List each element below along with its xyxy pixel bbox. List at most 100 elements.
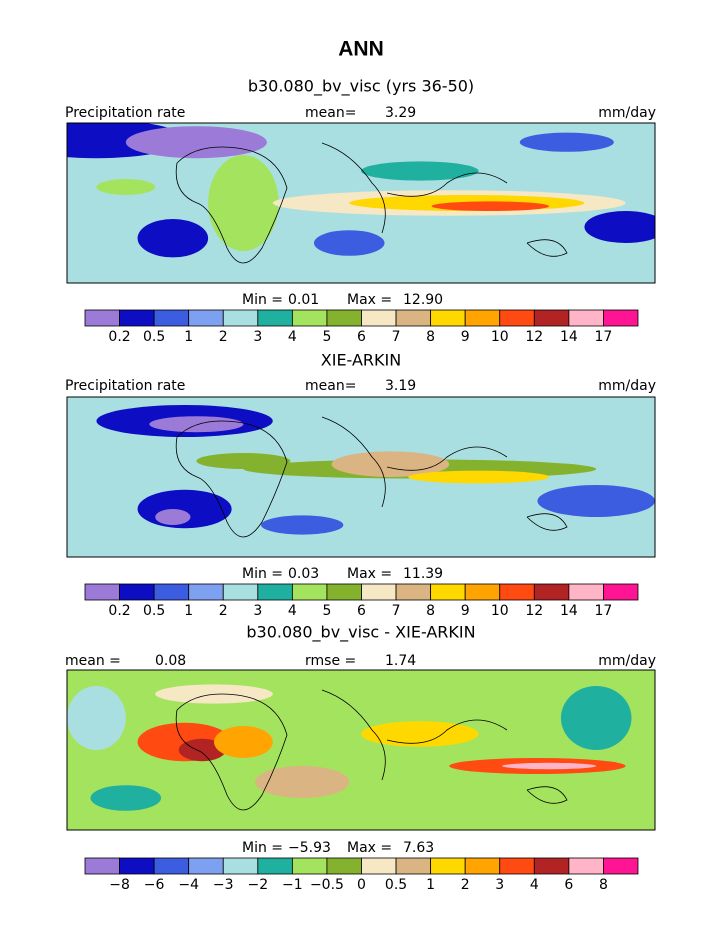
colorbar-box <box>119 583 155 601</box>
colorbar-label: −8 <box>109 877 130 893</box>
colorbar-label: 14 <box>560 329 578 345</box>
contour-region <box>519 132 614 152</box>
colorbar-box <box>222 583 259 601</box>
contour-region <box>560 686 632 750</box>
left-label: Precipitation rate <box>65 378 185 394</box>
colorbar-box <box>222 857 259 875</box>
colorbar-label: 17 <box>595 329 613 345</box>
panel-title: XIE-ARKIN <box>321 351 401 370</box>
colorbar-label: 4 <box>288 603 297 619</box>
colorbar-label: 0.5 <box>143 603 165 619</box>
colorbar-label: 5 <box>322 329 331 345</box>
colorbar-box <box>84 583 120 601</box>
colorbar-label: −6 <box>144 877 165 893</box>
contour-region <box>261 515 344 535</box>
colorbar-box <box>499 583 535 601</box>
colorbar-box <box>464 857 501 875</box>
map-field <box>67 670 655 830</box>
colorbar-box <box>257 583 293 601</box>
colorbar-box <box>326 857 362 875</box>
colorbar-box <box>361 583 397 601</box>
colorbar-label: 6 <box>357 603 366 619</box>
colorbar-box <box>257 857 293 875</box>
colorbar-label: 7 <box>392 329 401 345</box>
min-label: Min = <box>242 566 283 582</box>
colorbar-box <box>326 309 362 327</box>
max-value: 12.90 <box>403 292 443 308</box>
map-frame <box>66 122 656 284</box>
colorbar-box <box>395 309 432 327</box>
colorbar-box <box>119 309 155 327</box>
contour-region <box>584 211 655 243</box>
center-value: 3.29 <box>385 105 416 121</box>
colorbar-box <box>395 857 432 875</box>
colorbar-label: 2 <box>219 603 228 619</box>
min-value: 0.03 <box>288 566 319 582</box>
right-label: mm/day <box>598 653 656 669</box>
colorbar-box <box>499 309 535 327</box>
colorbar-label: 1 <box>184 329 193 345</box>
panel-title: b30.080_bv_visc - XIE-ARKIN <box>246 623 475 643</box>
colorbar-label: 3 <box>253 329 262 345</box>
contour-region <box>125 126 267 159</box>
colorbar-label: 14 <box>560 603 578 619</box>
colorbar-label: 7 <box>392 603 401 619</box>
left-value: 0.08 <box>155 653 186 669</box>
colorbar-box <box>568 583 604 601</box>
contour-region <box>214 726 273 758</box>
colorbar-box <box>361 309 397 327</box>
colorbar-box <box>361 857 397 875</box>
left-label: Precipitation rate <box>65 105 185 121</box>
colorbar-label: 12 <box>525 329 543 345</box>
contour-region <box>537 485 655 517</box>
contour-region <box>431 201 550 211</box>
colorbar-label: 0.5 <box>143 329 165 345</box>
colorbar-label: 1 <box>184 603 193 619</box>
contour-region <box>313 230 385 256</box>
min-value: 0.01 <box>288 292 319 308</box>
colorbar-box <box>533 309 570 327</box>
center-value: 3.19 <box>385 378 416 394</box>
center-label: mean= <box>305 378 356 394</box>
map-field <box>67 123 655 283</box>
max-label: Max = <box>347 840 392 856</box>
contour-region <box>208 155 279 251</box>
center-value: 1.74 <box>385 653 416 669</box>
contour-region <box>90 785 162 811</box>
min-value: −5.93 <box>288 840 331 856</box>
max-value: 11.39 <box>403 566 443 582</box>
colorbar-label: 0.2 <box>108 329 130 345</box>
contour-region <box>178 738 226 762</box>
map-field <box>67 397 655 557</box>
contour-region <box>137 219 209 258</box>
colorbar-label: 5 <box>322 603 331 619</box>
colorbar-label: 17 <box>595 603 613 619</box>
max-label: Max = <box>347 292 392 308</box>
contour-region <box>96 179 156 195</box>
contour-region <box>408 470 550 484</box>
colorbar-box <box>430 583 466 601</box>
panel-title: b30.080_bv_visc (yrs 36-50) <box>248 77 474 97</box>
colorbar-label: 9 <box>461 603 470 619</box>
colorbar-box <box>430 309 466 327</box>
colorbar-label: 4 <box>288 329 297 345</box>
colorbar-box <box>568 857 604 875</box>
colorbar-label: −4 <box>178 877 199 893</box>
colorbar-label: 8 <box>426 329 435 345</box>
colorbar-label: 3 <box>253 603 262 619</box>
contour-region <box>331 451 450 478</box>
max-value: 7.63 <box>403 840 434 856</box>
colorbar-box <box>464 309 501 327</box>
center-label: mean= <box>305 105 356 121</box>
colorbar-label: 0.5 <box>385 877 407 893</box>
coastline <box>175 416 568 538</box>
colorbar-box <box>153 583 190 601</box>
colorbar-label: 3 <box>495 877 504 893</box>
max-label: Max = <box>347 566 392 582</box>
colorbar-box <box>533 857 570 875</box>
map-frame <box>66 396 656 558</box>
colorbar-label: 10 <box>491 329 509 345</box>
colorbar-label: −2 <box>247 877 268 893</box>
